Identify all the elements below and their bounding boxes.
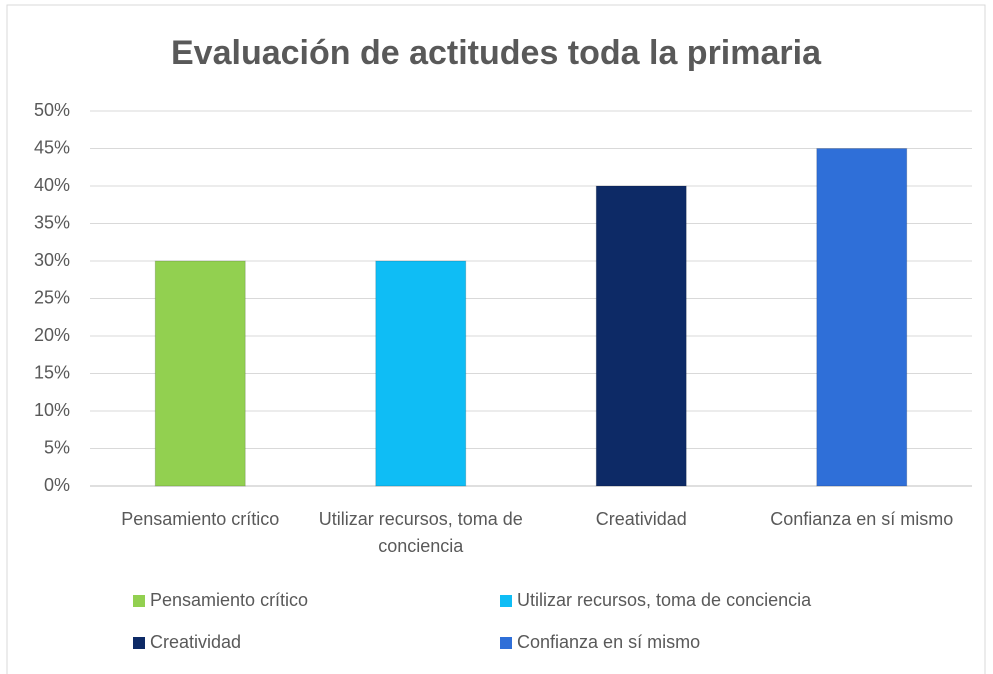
legend-label: Pensamiento crítico xyxy=(150,590,308,610)
y-tick-label: 40% xyxy=(34,175,70,195)
legend-swatch xyxy=(500,595,512,607)
legend-label: Confianza en sí mismo xyxy=(517,632,700,652)
legend-swatch xyxy=(500,637,512,649)
y-tick-label: 5% xyxy=(44,437,70,457)
x-tick-label: Creatividad xyxy=(595,509,687,529)
x-tick-label: Confianza en sí mismo xyxy=(770,509,954,529)
bar xyxy=(595,185,687,487)
y-tick-label: 15% xyxy=(34,362,70,382)
x-tick-label: Pensamiento crítico xyxy=(121,509,280,529)
legend-swatch xyxy=(133,637,145,649)
legend-label: Creatividad xyxy=(150,632,241,652)
y-tick-label: 10% xyxy=(34,400,70,420)
y-tick-label: 25% xyxy=(34,287,70,307)
y-tick-label: 0% xyxy=(44,475,70,495)
y-tick-label: 45% xyxy=(34,137,70,157)
bar xyxy=(375,260,467,487)
y-tick-label: 20% xyxy=(34,325,70,345)
chart-title: Evaluación de actitudes toda la primaria xyxy=(171,34,822,72)
x-tick-label: Utilizar recursos, toma de conciencia xyxy=(318,509,523,556)
bar xyxy=(154,260,246,487)
legend-swatch xyxy=(133,595,145,607)
bar xyxy=(816,148,908,487)
y-tick-label: 35% xyxy=(34,212,70,232)
legend-label: Utilizar recursos, toma de conciencia xyxy=(517,590,812,610)
y-tick-label: 50% xyxy=(34,100,70,120)
y-tick-label: 30% xyxy=(34,250,70,270)
